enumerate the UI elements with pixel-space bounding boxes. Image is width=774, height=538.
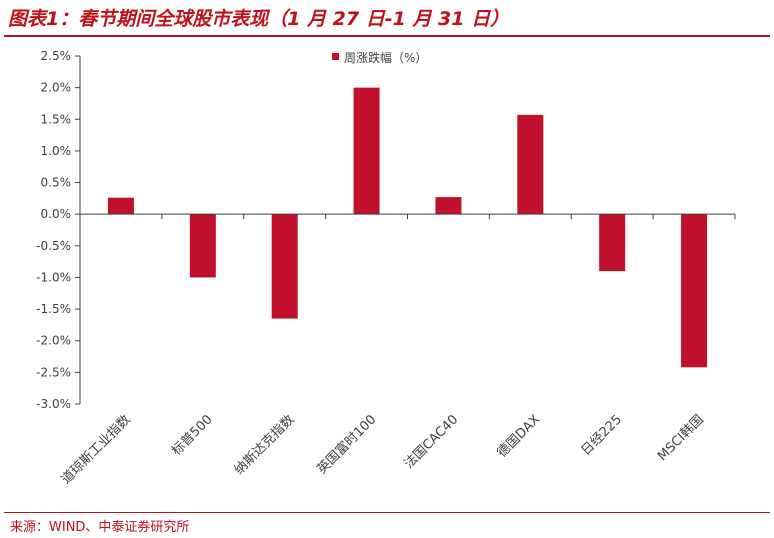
y-tick-label: 2.5% <box>41 49 72 63</box>
bar-series <box>107 87 708 368</box>
bar <box>189 214 216 278</box>
footer-divider <box>4 512 770 513</box>
y-tick-label: -3.0% <box>36 397 71 411</box>
bar <box>681 214 708 368</box>
y-tick-label: -0.5% <box>36 239 71 253</box>
x-tick-label: 法国CAC40 <box>402 412 462 472</box>
bar <box>599 214 626 272</box>
y-axis: 2.5% 2.0% 1.5% 1.0% 0.5% 0.0% -0.5% -1.0% -1.5% -… <box>36 49 81 411</box>
legend-label: 周涨跌幅（%） <box>344 50 427 65</box>
bar <box>271 214 298 319</box>
y-tick-label: -1.5% <box>36 302 71 316</box>
source-note: 来源：WIND、中泰证券研究所 <box>10 520 190 535</box>
title-divider <box>4 35 770 37</box>
bar <box>517 114 544 215</box>
y-tick-label: 2.0% <box>41 81 72 95</box>
legend: 周涨跌幅（%） <box>332 50 427 65</box>
x-tick-label: 道琼斯工业指数 <box>59 412 134 487</box>
legend-swatch <box>332 53 339 60</box>
bar <box>435 197 462 215</box>
x-tick-label: MSCI韩国 <box>655 412 707 464</box>
x-axis: 道琼斯工业指数 标普500 纳斯达克指数 英国富时100 法国CAC40 德国DAX 日经2… <box>59 213 736 487</box>
x-tick-label: 纳斯达克指数 <box>232 412 298 478</box>
x-tick-label: 英国富时100 <box>314 412 380 478</box>
bar <box>353 87 380 215</box>
y-tick-label: 1.5% <box>41 112 72 126</box>
y-tick-label: -1.0% <box>36 270 71 284</box>
y-tick-label: -2.5% <box>36 365 71 379</box>
chart-title: 图表1：春节期间全球股市表现（1 月 27 日-1 月 31 日） <box>8 8 510 30</box>
y-tick-label: -2.0% <box>36 334 71 348</box>
y-tick-label: 0.5% <box>41 176 72 190</box>
y-tick-label: 0.0% <box>41 207 72 221</box>
bar <box>107 197 134 215</box>
y-tick-label: 1.0% <box>41 144 72 158</box>
x-tick-label: 德国DAX <box>495 412 544 461</box>
x-tick-label: 日经225 <box>578 412 625 459</box>
x-tick-label: 标普500 <box>169 412 216 459</box>
